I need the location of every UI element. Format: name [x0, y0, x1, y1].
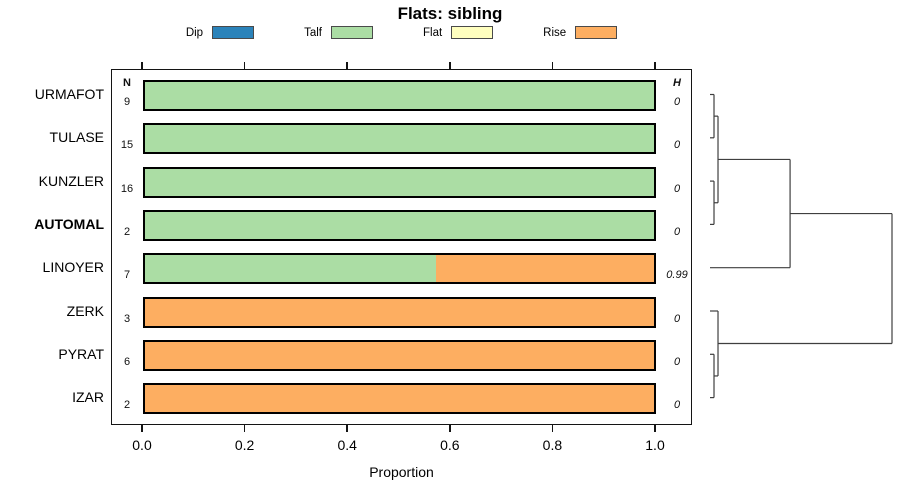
n-value: 2	[123, 399, 131, 412]
h-value: 0	[673, 399, 681, 412]
bar-row-zerk	[143, 296, 656, 328]
x-tick-bottom	[141, 425, 143, 432]
n-value: 15	[120, 139, 134, 152]
bar-row-tulase	[143, 123, 656, 155]
n-value: 3	[123, 312, 131, 325]
bar-segment-rise	[145, 385, 654, 413]
legend-label: Talf	[304, 26, 322, 39]
x-tick-bottom	[551, 425, 554, 432]
x-tick-bottom	[346, 425, 348, 432]
x-tick-label: 0.0	[132, 437, 152, 453]
x-tick-label: 1.0	[645, 437, 665, 453]
h-value: 0	[673, 225, 681, 238]
h-column-header: H	[673, 77, 681, 89]
legend-item-rise: Rise	[543, 26, 618, 39]
legend: Dip Talf Flat Rise	[111, 26, 692, 39]
x-tick-top	[346, 62, 348, 69]
bar-segment-talf	[145, 255, 436, 283]
legend-swatch-rise	[575, 26, 618, 39]
legend-swatch-talf	[330, 26, 373, 39]
category-label-automal: AUTOMAL	[34, 215, 104, 232]
x-tick-label: 0.4	[337, 437, 357, 453]
x-tick-top	[654, 62, 656, 69]
n-value: 2	[123, 225, 131, 238]
x-tick-bottom	[654, 425, 656, 432]
bar-segment-rise	[145, 298, 654, 326]
h-value: 0	[673, 355, 681, 368]
bar-segment-talf	[145, 168, 654, 196]
category-label-pyrat: PYRAT	[58, 345, 104, 362]
x-tick-top	[141, 62, 143, 69]
bar-segment-talf	[145, 211, 654, 239]
legend-label: Rise	[543, 26, 567, 39]
category-label-linoyer: LINOYER	[42, 259, 104, 276]
bar-segment-rise	[435, 255, 654, 283]
legend-item-flat: Flat	[422, 26, 494, 39]
category-label-urmafot: URMAFOT	[34, 86, 104, 102]
x-tick-bottom	[243, 425, 246, 432]
n-value: 9	[123, 96, 131, 108]
bar-row-kunzler	[143, 166, 656, 198]
x-axis-title: Proportion	[369, 464, 434, 480]
legend-swatch-dip	[212, 26, 255, 39]
bar-row-linoyer	[143, 253, 656, 285]
legend-item-dip: Dip	[185, 26, 255, 39]
n-value: 6	[123, 355, 131, 368]
legend-label: Flat	[422, 26, 443, 39]
bar-row-pyrat	[143, 339, 656, 371]
h-value: 0	[673, 182, 681, 195]
n-value: 16	[120, 182, 134, 195]
category-label-tulase: TULASE	[49, 129, 104, 146]
page-title: Flats: sibling	[397, 4, 503, 23]
x-tick-bottom	[449, 425, 451, 432]
h-value: 0	[673, 96, 681, 108]
bar-row-urmafot	[143, 80, 656, 111]
x-tick-label: 0.6	[440, 437, 460, 453]
h-value: 0	[673, 139, 681, 152]
h-value: 0	[673, 312, 681, 325]
x-tick-label: 0.2	[234, 437, 255, 453]
x-tick-top	[243, 62, 246, 69]
bar-row-automal	[143, 209, 656, 241]
category-label-izar: IZAR	[72, 389, 104, 406]
bar-segment-talf	[145, 82, 654, 109]
bar-row-izar	[143, 383, 656, 415]
h-value: 0.99	[666, 269, 688, 282]
n-value: 7	[123, 269, 131, 282]
bar-segment-talf	[145, 125, 654, 153]
category-label-zerk: ZERK	[66, 302, 104, 319]
n-column-header: N	[123, 77, 131, 89]
legend-swatch-flat	[451, 26, 494, 39]
category-label-kunzler: KUNZLER	[38, 172, 104, 189]
legend-label: Dip	[185, 26, 204, 39]
x-tick-top	[551, 62, 554, 69]
x-tick-label: 0.8	[542, 437, 563, 453]
legend-item-talf: Talf	[304, 26, 373, 39]
bar-segment-rise	[145, 341, 654, 369]
x-tick-top	[449, 62, 451, 69]
plot-box: N H 9 0 15 0 16 0 2 0 7 0.99 3 0 6 0 2 0	[111, 69, 692, 425]
